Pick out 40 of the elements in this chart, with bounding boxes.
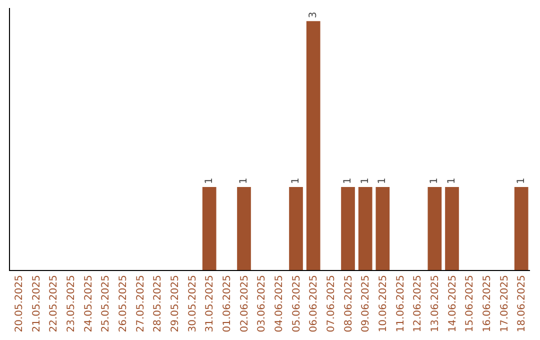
x-tick-label: 25.05.2025 [100,275,112,332]
x-tick-label: 06.06.2025 [308,275,320,332]
x-tick-label: 15.06.2025 [464,275,476,332]
x-tick-label: 14.06.2025 [447,275,458,332]
x-tick-label: 26.05.2025 [118,275,129,332]
x-tick-label: 23.05.2025 [66,275,77,332]
x-tick-label: 07.06.2025 [326,275,337,332]
data-label: 3 [308,12,319,18]
x-tick-label: 28.05.2025 [152,275,164,332]
x-tick-label: 10.06.2025 [378,275,389,332]
data-label: 1 [204,178,215,184]
data-label: 1 [446,178,458,184]
x-tick-label: 05.06.2025 [291,275,302,332]
x-tick-label: 21.05.2025 [31,275,42,332]
x-tick-label: 18.06.2025 [516,275,528,332]
x-tick-label: 17.06.2025 [499,275,510,332]
x-tick-label: 01.06.2025 [222,275,233,332]
x-tick-label: 31.05.2025 [204,275,216,332]
x-tick-label: 24.05.2025 [83,275,94,332]
x-tick-label: 30.05.2025 [187,275,198,332]
data-label: 1 [360,178,371,184]
data-label: 1 [290,178,302,184]
x-tick-label: 12.06.2025 [412,275,424,332]
x-tick-label: 02.06.2025 [239,275,250,332]
data-label: 1 [342,178,354,184]
x-tick-label: 08.06.2025 [343,275,354,332]
data-label: 1 [429,178,440,184]
data-label: 1 [238,178,250,184]
x-tick-label: 20.05.2025 [14,275,25,332]
x-tick-label: 03.06.2025 [256,275,268,332]
x-tick-label: 13.06.2025 [430,275,441,332]
data-label: 1 [377,178,388,184]
x-tick-label: 04.06.2025 [274,275,285,332]
x-tick-label: 09.06.2025 [360,275,372,332]
x-tick-label: 22.05.2025 [48,275,60,332]
data-label: 1 [516,178,527,184]
x-tick-label: 16.06.2025 [482,275,493,332]
x-tick-label: 29.05.2025 [170,275,181,332]
x-tick-label: 27.05.2025 [135,275,146,332]
x-tick-label: 11.06.2025 [395,275,406,332]
